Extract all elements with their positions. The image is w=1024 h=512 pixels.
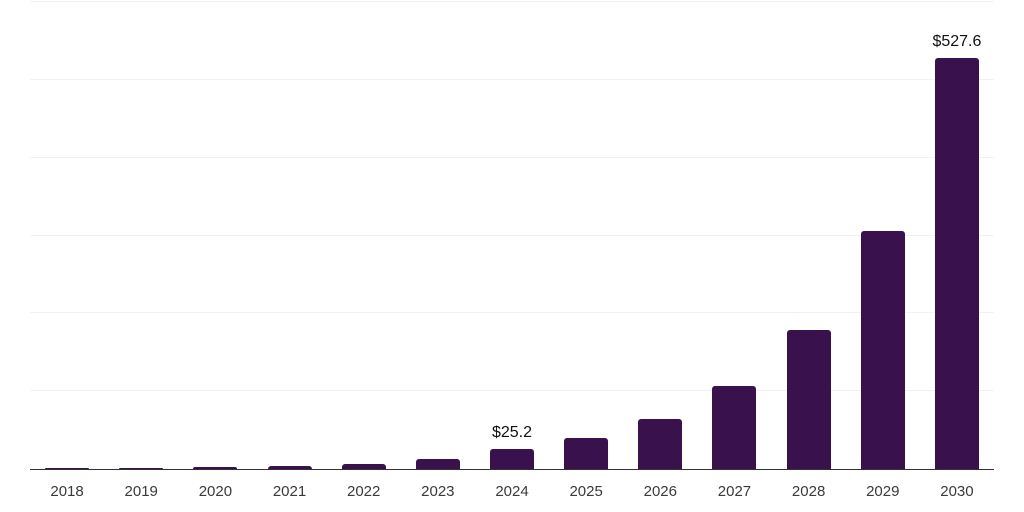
x-tick-label-2018: 2018 — [50, 483, 84, 500]
bar-2029 — [860, 231, 905, 469]
x-tick-label-2026: 2026 — [643, 483, 677, 500]
value-label-2024: $25.2 — [491, 424, 533, 442]
gridline-600 — [30, 1, 994, 2]
bar-2019 — [119, 467, 164, 469]
x-tick-label-2029: 2029 — [866, 483, 900, 500]
x-tick-label-2023: 2023 — [421, 483, 455, 500]
bar-2023 — [415, 459, 460, 469]
bar-2018 — [45, 468, 90, 469]
x-tick-label-2028: 2028 — [791, 483, 826, 500]
x-tick-label-2024: 2024 — [495, 483, 529, 500]
bar-2024 — [490, 449, 534, 469]
x-tick-label-2030: 2030 — [940, 483, 974, 500]
gridline-100 — [30, 390, 994, 392]
bar-2025 — [564, 438, 609, 469]
bar-2030 — [934, 58, 979, 469]
x-tick-label-2022: 2022 — [347, 483, 381, 500]
chart-plot-area: $25.2 $527.6 — [30, 1, 994, 470]
gridline-400 — [30, 156, 994, 158]
bar-2026 — [638, 419, 683, 469]
bar-2020 — [193, 467, 238, 469]
x-tick-label-2027: 2027 — [717, 483, 752, 500]
bar-2028 — [786, 330, 831, 469]
gridline-500 — [30, 78, 994, 80]
x-tick-label-2020: 2020 — [198, 483, 233, 500]
x-tick-label-2025: 2025 — [569, 483, 603, 500]
x-tick-label-2019: 2019 — [124, 483, 158, 500]
gridline-200 — [30, 312, 994, 314]
bar-2027 — [712, 385, 757, 469]
bar-2022 — [341, 464, 386, 469]
gridline-300 — [30, 234, 994, 236]
x-tick-label-2021: 2021 — [272, 483, 307, 500]
bar-2021 — [267, 465, 312, 469]
value-label-2030: $527.6 — [932, 33, 982, 51]
